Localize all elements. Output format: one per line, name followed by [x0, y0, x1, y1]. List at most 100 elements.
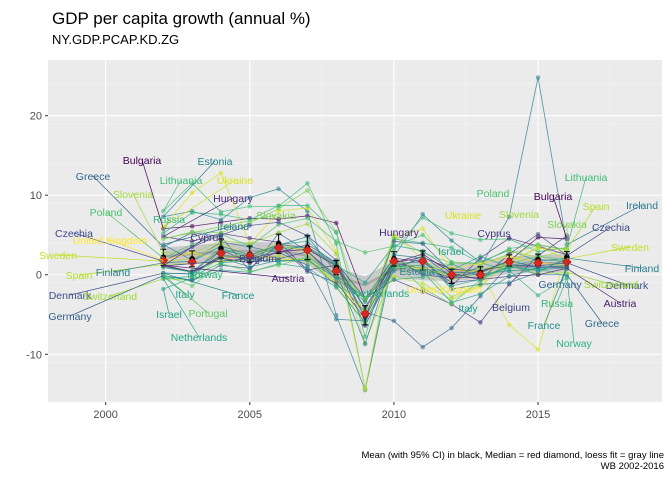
data-point: [305, 215, 310, 221]
data-point: [449, 286, 454, 292]
data-point: [506, 322, 512, 328]
median-diamond: [273, 242, 284, 253]
country-label: Ireland: [626, 200, 658, 212]
country-label: Estonia: [197, 156, 232, 168]
country-label: United Kingdom: [73, 235, 148, 247]
median-diamond: [216, 248, 226, 259]
y-tick-label: 0: [36, 270, 42, 282]
label-leader: [566, 205, 597, 250]
data-point: [535, 268, 541, 274]
label-leader: [78, 264, 164, 276]
x-tick-label: 2005: [238, 409, 262, 421]
country-label: Ukraine: [445, 210, 481, 222]
country-label: Denmark: [606, 280, 649, 292]
plot-panel: [48, 60, 662, 403]
data-point: [362, 334, 368, 340]
label-leader: [163, 267, 206, 275]
data-point: [420, 241, 426, 247]
label-leader: [163, 179, 236, 228]
data-point: [420, 281, 426, 286]
country-label: Israel: [156, 309, 182, 321]
country-label: Lithuania: [565, 172, 608, 184]
country-label: Cyprus: [190, 232, 223, 244]
data-point: [247, 195, 253, 200]
data-point: [391, 246, 397, 252]
label-leader: [163, 236, 208, 267]
country-label: France: [222, 290, 255, 302]
country-label: Norway: [556, 338, 592, 350]
data-point: [449, 297, 454, 302]
y-tick-label: -10: [26, 349, 42, 361]
data-point: [449, 261, 454, 266]
axes: -10 0 10 20 2000 2005 2010 2015: [26, 111, 550, 421]
data-point: [391, 239, 397, 244]
data-point: [218, 217, 224, 223]
data-point: [535, 235, 541, 240]
data-point: [420, 226, 426, 231]
data-point: [391, 274, 397, 279]
country-label: Czechia: [592, 222, 630, 234]
data-point: [247, 204, 253, 209]
country-label: United Kingdom: [407, 284, 482, 296]
median-diamond: [533, 257, 543, 268]
data-point: [420, 344, 426, 350]
data-point: [420, 215, 426, 220]
country-label: Italy: [458, 303, 478, 315]
data-point: [189, 283, 195, 289]
data-point: [218, 232, 224, 238]
y-tick-label: 10: [30, 190, 42, 202]
data-point: [535, 293, 541, 298]
label-leader: [566, 257, 643, 269]
country-label: Poland: [90, 207, 123, 219]
label-leader: [163, 278, 200, 338]
data-point: [305, 269, 310, 274]
data-point: [333, 280, 339, 285]
label-leader: [163, 257, 259, 267]
data-point: [478, 237, 483, 243]
data-point: [535, 249, 541, 254]
label-leader: [57, 254, 164, 262]
data-point: [305, 203, 310, 208]
data-point: [449, 245, 454, 251]
median-diamond: [504, 257, 515, 267]
data-point: [218, 260, 224, 266]
data-point: [333, 220, 339, 226]
data-point: [449, 283, 454, 289]
panel-background: [48, 60, 662, 402]
label-leader: [552, 195, 568, 240]
x-tick-label: 2000: [93, 409, 117, 421]
data-point: [333, 239, 339, 244]
data-point: [189, 190, 195, 196]
data-point: [189, 210, 195, 216]
data-point: [305, 180, 310, 186]
label-leader: [163, 214, 277, 240]
median-diamond: [446, 269, 457, 280]
data-point: [535, 246, 541, 251]
label-leader: [132, 193, 164, 253]
country-label: Slovakia: [547, 219, 587, 231]
country-label: Sweden: [611, 242, 649, 254]
country-label: Czechia: [55, 228, 93, 240]
data-point: [449, 238, 454, 243]
label-leader: [543, 268, 568, 326]
data-point: [276, 262, 281, 268]
data-point: [506, 280, 512, 285]
country-labels: Bulgaria Greece Estonia Lithuania Ukraine Slo…: [39, 155, 659, 350]
data-point: [449, 231, 454, 236]
data-point: [420, 285, 426, 291]
data-point: [506, 235, 512, 241]
data-point: [420, 232, 426, 238]
data-point: [276, 258, 281, 263]
data-point: [362, 299, 368, 305]
label-leader: [162, 218, 170, 234]
median-diamond: [417, 256, 428, 267]
label-leader: [162, 288, 170, 315]
data-point: [333, 316, 339, 322]
data-point: [362, 280, 368, 285]
country-label: Switzerland: [83, 291, 137, 303]
data-point: [218, 170, 224, 176]
country-label: Austria: [272, 273, 305, 285]
caption-line-2: WB 2002-2016: [601, 461, 664, 472]
country-label: Ukraine: [217, 175, 253, 187]
country-label: Norway: [187, 269, 223, 281]
